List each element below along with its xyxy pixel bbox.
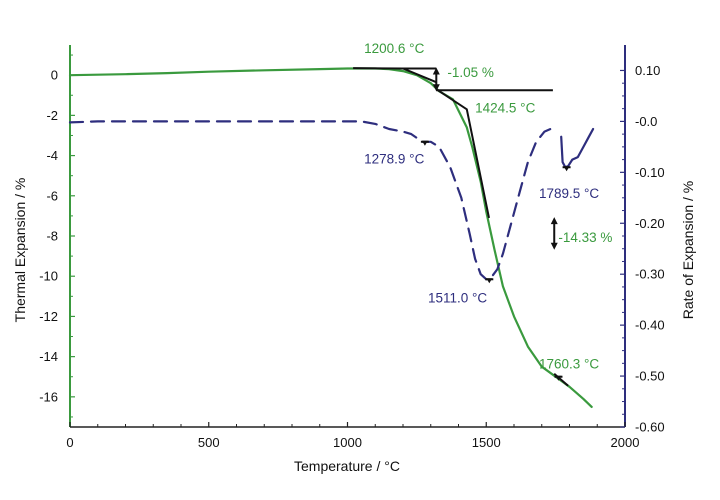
- y-tick-label: -16: [39, 389, 58, 404]
- annotations-group: 1200.6 °C -1.05 % 1424.5 °C 1278.9 °C 1789.5…: [364, 41, 612, 372]
- series-group: [68, 67, 595, 408]
- y2-tick-label: -0.20: [635, 216, 665, 231]
- y-tick-label: -6: [46, 188, 58, 203]
- annotation-label: 1511.0 °C: [428, 290, 487, 305]
- y-axis-title: Thermal Expansion / %: [12, 178, 28, 323]
- x-axis-title: Temperature / °C: [294, 458, 400, 474]
- y2-tick-label: -0.50: [635, 369, 665, 384]
- marker-point: [555, 375, 562, 381]
- x-tick-label: 500: [198, 435, 220, 450]
- x-tick-label: 0: [66, 435, 73, 450]
- annotation-label: 1789.5 °C: [539, 186, 599, 201]
- arrow-head: [550, 242, 558, 250]
- y2-axis-title: Rate of Expansion / %: [680, 181, 696, 320]
- markers-group: [420, 140, 571, 381]
- y2-tick-label: -0.30: [635, 267, 665, 282]
- annotation-label: 1200.6 °C: [364, 41, 424, 56]
- x-tick-label: 1000: [333, 435, 362, 450]
- y2-tick-label: -0.0: [635, 114, 657, 129]
- tangent-line: [553, 372, 569, 387]
- y2-tick-label: -0.40: [635, 318, 665, 333]
- rate-of-expansion-line: [68, 120, 555, 281]
- tangent-line: [435, 88, 490, 219]
- y2-tick-label: -0.10: [635, 165, 665, 180]
- arrow-head: [432, 67, 440, 75]
- annotation-label: 1278.9 °C: [364, 152, 424, 167]
- marker-point: [486, 278, 493, 284]
- y-tick-label: -8: [46, 229, 58, 244]
- x-tick-label: 1500: [472, 435, 501, 450]
- y-tick-label: 0: [51, 68, 58, 83]
- arrow-head: [432, 84, 440, 92]
- y-tick-label: -2: [46, 108, 58, 123]
- marker-point: [421, 140, 428, 146]
- y-tick-label: -14: [39, 349, 58, 364]
- arrow-head: [550, 217, 558, 225]
- annotation-label: 1760.3 °C: [539, 357, 599, 372]
- marker-point: [563, 166, 570, 172]
- y-tick-label: -12: [39, 309, 58, 324]
- y2-tick-label: 0.10: [635, 63, 660, 78]
- y-tick-label: -4: [46, 148, 58, 163]
- axes-group: 0 500 1000 1500 2000 0 -2 -4 -6 -8 -10 -12 -14 -16 0.1…: [39, 45, 665, 450]
- annotation-label: -14.33 %: [558, 230, 612, 245]
- annotation-label: 1424.5 °C: [475, 100, 535, 115]
- tangent-lines: [353, 67, 569, 387]
- rate-of-expansion-line: [560, 127, 595, 169]
- y2-tick-label: -0.60: [635, 420, 665, 435]
- y-tick-label: -10: [39, 269, 58, 284]
- annotation-label: -1.05 %: [447, 65, 494, 80]
- x-tick-label: 2000: [611, 435, 640, 450]
- thermal-expansion-line: [68, 67, 593, 408]
